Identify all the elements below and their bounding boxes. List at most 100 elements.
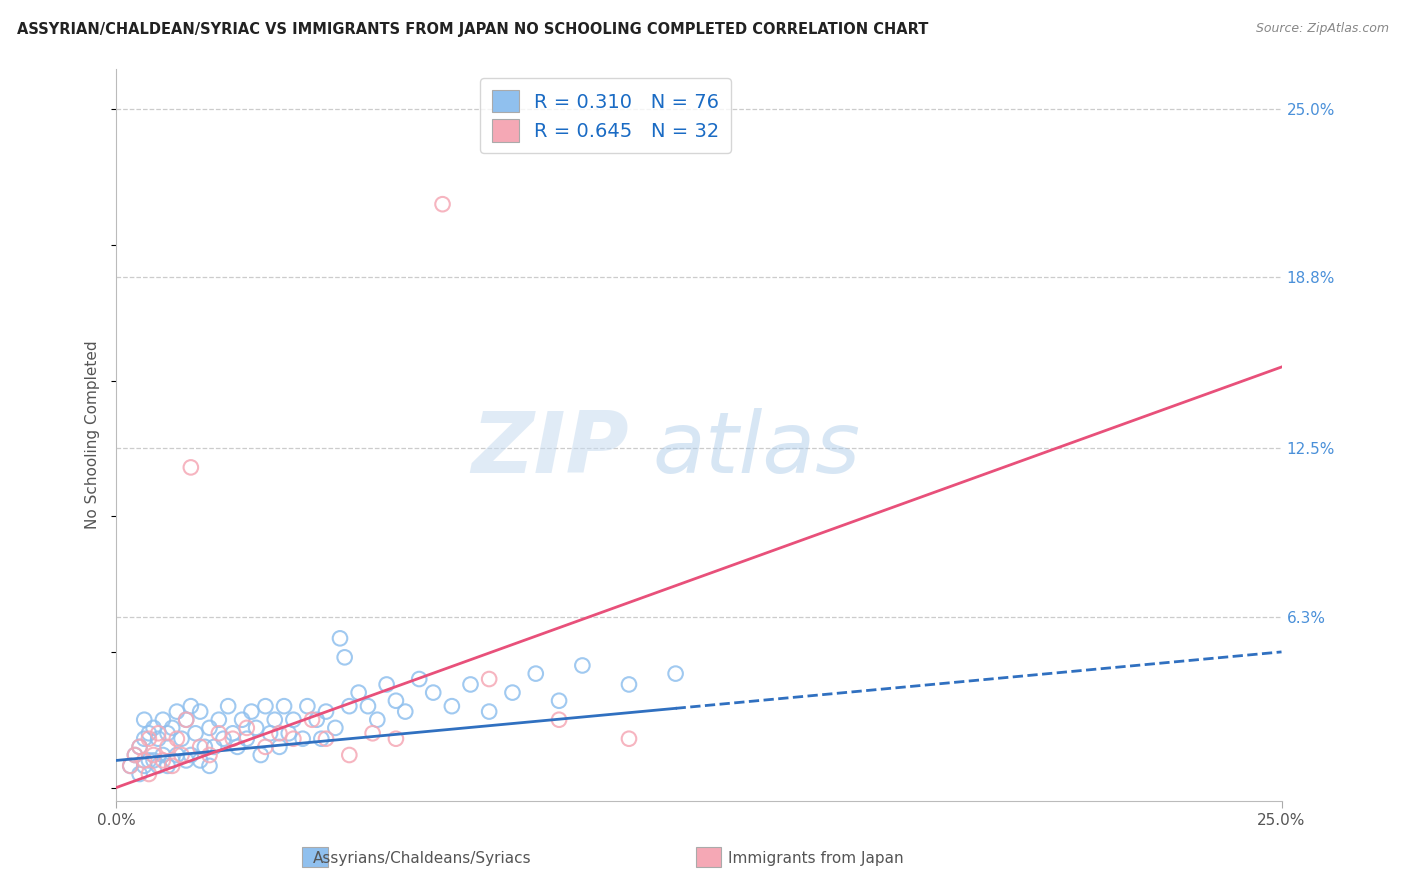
Point: [269, 726, 291, 740]
Point: [202, 739, 225, 754]
Point: [156, 739, 179, 754]
Point: [283, 731, 305, 746]
Point: [198, 721, 221, 735]
Point: [297, 699, 319, 714]
Point: [152, 713, 174, 727]
Point: [180, 460, 202, 475]
Point: [301, 713, 323, 727]
Point: [291, 731, 314, 746]
Point: [174, 754, 197, 768]
Point: [333, 650, 356, 665]
Text: Assyrians/Chaldeans/Syriacs: Assyrians/Chaldeans/Syriacs: [312, 851, 531, 865]
Point: [152, 747, 174, 762]
Point: [160, 759, 183, 773]
Point: [283, 713, 305, 727]
Point: [366, 713, 388, 727]
Point: [134, 713, 156, 727]
Point: [440, 699, 463, 714]
Point: [156, 759, 179, 773]
Point: [174, 713, 197, 727]
Point: [194, 739, 217, 754]
Point: [375, 677, 398, 691]
Point: [148, 731, 170, 746]
Point: [120, 759, 142, 773]
Point: [134, 754, 156, 768]
Point: [501, 685, 523, 699]
Point: [329, 632, 352, 646]
Point: [160, 754, 183, 768]
Point: [142, 754, 165, 768]
Point: [385, 694, 408, 708]
Point: [571, 658, 593, 673]
Point: [198, 759, 221, 773]
Point: [142, 721, 165, 735]
Text: ZIP: ZIP: [471, 408, 628, 491]
Point: [277, 726, 299, 740]
Point: [240, 705, 263, 719]
Point: [148, 726, 170, 740]
Point: [124, 747, 146, 762]
Point: [198, 747, 221, 762]
Point: [337, 699, 360, 714]
Point: [361, 726, 384, 740]
Point: [259, 726, 281, 740]
Point: [337, 747, 360, 762]
Point: [134, 759, 156, 773]
Point: [269, 739, 291, 754]
Point: [188, 754, 211, 768]
Point: [174, 713, 197, 727]
Point: [263, 713, 285, 727]
Point: [128, 739, 150, 754]
Point: [245, 721, 267, 735]
Point: [124, 747, 146, 762]
Legend: R = 0.310   N = 76, R = 0.645   N = 32: R = 0.310 N = 76, R = 0.645 N = 32: [479, 78, 731, 153]
Point: [315, 731, 337, 746]
Point: [236, 731, 259, 746]
Point: [408, 672, 430, 686]
Point: [166, 747, 188, 762]
Point: [665, 666, 688, 681]
Point: [236, 721, 259, 735]
Point: [128, 767, 150, 781]
Point: [548, 694, 571, 708]
Point: [208, 726, 231, 740]
Point: [422, 685, 444, 699]
Point: [357, 699, 380, 714]
Point: [180, 747, 202, 762]
Point: [120, 759, 142, 773]
Point: [617, 677, 640, 691]
Y-axis label: No Schooling Completed: No Schooling Completed: [86, 341, 100, 529]
Point: [212, 731, 235, 746]
Point: [142, 747, 165, 762]
Text: Source: ZipAtlas.com: Source: ZipAtlas.com: [1256, 22, 1389, 36]
Point: [254, 739, 277, 754]
Point: [138, 726, 160, 740]
Text: atlas: atlas: [652, 408, 860, 491]
Point: [394, 705, 416, 719]
Point: [166, 731, 188, 746]
Point: [138, 731, 160, 746]
Point: [170, 747, 193, 762]
Point: [222, 731, 245, 746]
Point: [128, 739, 150, 754]
Point: [138, 754, 160, 768]
Point: [254, 699, 277, 714]
Point: [208, 713, 231, 727]
Point: [148, 759, 170, 773]
Point: [180, 699, 202, 714]
Text: ASSYRIAN/CHALDEAN/SYRIAC VS IMMIGRANTS FROM JAPAN NO SCHOOLING COMPLETED CORRELA: ASSYRIAN/CHALDEAN/SYRIAC VS IMMIGRANTS F…: [17, 22, 928, 37]
Point: [524, 666, 547, 681]
Point: [231, 713, 253, 727]
Point: [347, 685, 370, 699]
Point: [222, 726, 245, 740]
Point: [134, 731, 156, 746]
Point: [315, 705, 337, 719]
Point: [305, 713, 328, 727]
Point: [617, 731, 640, 746]
Point: [249, 747, 271, 762]
Point: [217, 699, 239, 714]
Point: [478, 672, 501, 686]
Point: [170, 731, 193, 746]
Point: [188, 739, 211, 754]
Point: [188, 705, 211, 719]
